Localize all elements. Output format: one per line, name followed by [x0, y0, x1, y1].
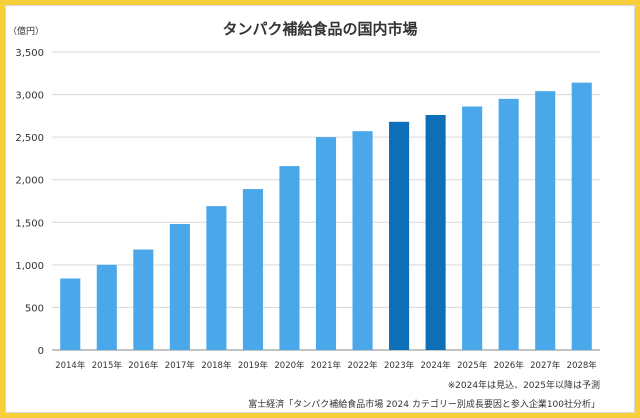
bar-2021年	[315, 137, 337, 350]
x-axis-ticks: 2014年 2015年 2016年 2017年 2018年 2019年 2020年 2021年…	[55, 360, 597, 371]
y-tick-label: 0	[38, 346, 44, 357]
x-tick-label: 2022年	[347, 360, 378, 371]
x-tick-label: 2014年	[55, 360, 86, 371]
x-tick-label: 2019年	[238, 360, 269, 371]
bar-2018年	[206, 206, 227, 350]
bar-2025年	[462, 106, 483, 351]
y-tick-label: 1,000	[15, 261, 44, 272]
bar-2015年	[96, 264, 117, 350]
x-tick-label: 2018年	[201, 360, 232, 371]
bar-2016年	[133, 249, 154, 350]
x-tick-label: 2024年	[421, 360, 452, 371]
x-tick-label: 2027年	[530, 360, 561, 371]
y-tick-label: 2,000	[15, 176, 44, 187]
bar-2028年	[571, 82, 592, 350]
y-tick-label: 3,500	[15, 48, 44, 59]
x-tick-label: 2028年	[567, 360, 598, 371]
source-note: 富士経済「タンパク補給食品市場 2024 カテゴリー別成長要因と参入企業100社…	[248, 400, 600, 410]
x-tick-label: 2017年	[165, 360, 196, 371]
y-tick-label: 1,500	[15, 218, 44, 229]
y-tick-label: 2,500	[15, 133, 44, 144]
y-axis-unit-label: （億円）	[8, 27, 45, 37]
x-tick-label: 2020年	[274, 360, 305, 371]
bar-2017年	[169, 223, 190, 350]
x-tick-label: 2026年	[494, 360, 525, 371]
bar-2024年	[425, 115, 446, 351]
forecast-note: ※2024年は見込、2025年以降は予測	[447, 381, 600, 391]
bars	[60, 82, 592, 351]
bar-2014年	[60, 278, 81, 350]
bar-2020年	[279, 166, 300, 350]
bar-2022年	[352, 131, 373, 350]
bar-2027年	[535, 91, 556, 350]
y-tick-label: 500	[25, 303, 44, 314]
bar-2026年	[498, 98, 519, 350]
x-tick-label: 2015年	[92, 360, 123, 371]
x-tick-label: 2021年	[311, 360, 342, 371]
y-axis-ticks: 0 500 1,000 1,500 2,000 2,500 3,000 3,500	[15, 48, 44, 357]
chart-title: タンパク補給食品の国内市場	[222, 20, 418, 38]
x-tick-label: 2025年	[457, 360, 488, 371]
x-tick-label: 2023年	[384, 360, 415, 371]
y-tick-label: 3,000	[15, 91, 44, 102]
x-tick-label: 2016年	[128, 360, 159, 371]
bar-2023年	[389, 121, 410, 351]
bar-2019年	[242, 189, 263, 350]
